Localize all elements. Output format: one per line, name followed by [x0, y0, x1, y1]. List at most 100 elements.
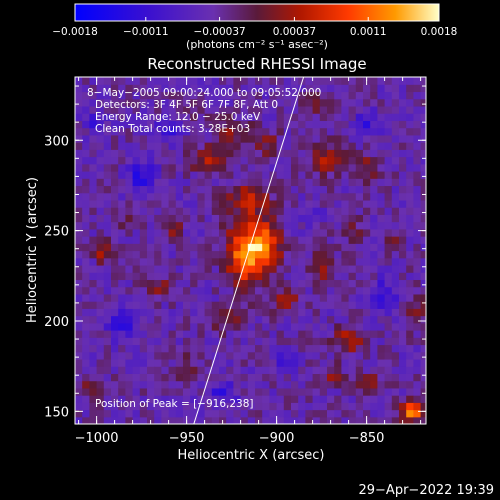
heatmap-cell: [233, 91, 242, 100]
heatmap-cell: [233, 170, 242, 179]
heatmap-cell: [111, 380, 119, 389]
heatmap-cell: [391, 142, 400, 150]
heatmap-cell: [406, 178, 414, 187]
heatmap-cell: [111, 228, 119, 237]
heatmap-cell: [327, 84, 335, 93]
heatmap-cell: [219, 178, 227, 187]
heatmap-cell: [399, 156, 407, 165]
heatmap-cell: [391, 77, 400, 85]
heatmap-cell: [406, 77, 414, 85]
heatmap-cell: [226, 250, 234, 259]
heatmap-cell: [341, 199, 350, 208]
heatmap-cell: [175, 127, 184, 136]
heatmap-cell: [283, 142, 292, 150]
heatmap-cell: [406, 272, 414, 281]
heatmap-cell: [139, 387, 148, 396]
heatmap-cell: [111, 84, 119, 93]
heatmap-cell: [269, 214, 278, 223]
heatmap-cell: [125, 395, 134, 403]
heatmap-cell: [82, 286, 90, 295]
heatmap-cell: [147, 185, 155, 194]
heatmap-cell: [391, 344, 400, 353]
heatmap-cell: [75, 214, 83, 223]
heatmap-cell: [147, 315, 155, 324]
heatmap-cell: [154, 192, 162, 201]
heatmap-cell: [319, 207, 328, 215]
heatmap-cell: [175, 120, 184, 129]
heatmap-cell: [89, 402, 98, 411]
heatmap-cell: [125, 84, 134, 93]
heatmap-cell: [269, 134, 278, 143]
annotation-detectors: Detectors: 3F 4F 5F 6F 7F 8F, Att 0: [95, 99, 278, 111]
heatmap-cell: [226, 279, 234, 288]
heatmap-cell: [233, 257, 242, 266]
heatmap-cell: [334, 91, 342, 100]
heatmap-cell: [355, 301, 364, 309]
heatmap-cell: [298, 214, 306, 223]
heatmap-cell: [283, 272, 292, 281]
heatmap-cell: [96, 337, 105, 346]
heatmap-cell: [161, 366, 170, 374]
heatmap-cell: [168, 113, 177, 121]
heatmap-cell: [82, 257, 90, 266]
heatmap-cell: [233, 142, 242, 150]
heatmap-cell: [269, 236, 278, 244]
heatmap-cell: [327, 344, 335, 353]
heatmap-cell: [190, 170, 198, 179]
heatmap-cell: [276, 344, 285, 353]
heatmap-cell: [75, 192, 83, 201]
heatmap-cell: [204, 214, 213, 223]
heatmap-cell: [132, 214, 141, 223]
heatmap-cell: [204, 344, 213, 353]
heatmap-cell: [125, 301, 134, 309]
heatmap-cell: [175, 351, 184, 360]
heatmap-cell: [327, 185, 335, 194]
heatmap-cell: [240, 77, 249, 85]
heatmap-cell: [312, 149, 321, 158]
heatmap-cell: [211, 373, 220, 382]
heatmap-cell: [255, 366, 263, 374]
heatmap-cell: [312, 293, 321, 302]
heatmap-cell: [348, 149, 357, 158]
heatmap-cell: [283, 257, 292, 266]
heatmap-cell: [154, 236, 162, 244]
heatmap-cell: [175, 236, 184, 244]
heatmap-cell: [111, 170, 119, 179]
heatmap-cell: [161, 84, 170, 93]
heatmap-cell: [283, 127, 292, 136]
heatmap-cell: [139, 395, 148, 403]
heatmap-cell: [312, 91, 321, 100]
heatmap-cell: [175, 250, 184, 259]
heatmap-cell: [298, 207, 306, 215]
heatmap-cell: [247, 156, 256, 165]
heatmap-cell: [413, 98, 422, 107]
heatmap-cell: [132, 163, 141, 172]
heatmap-cell: [211, 221, 220, 230]
heatmap-cell: [298, 228, 306, 237]
heatmap-cell: [305, 236, 314, 244]
heatmap-cell: [233, 279, 242, 288]
heatmap-cell: [233, 366, 242, 374]
heatmap-cell: [420, 163, 426, 172]
heatmap-cell: [298, 91, 306, 100]
heatmap-cell: [291, 257, 299, 266]
heatmap-cell: [384, 286, 393, 295]
heatmap-cell: [161, 395, 170, 403]
heatmap-cell: [89, 358, 98, 367]
heatmap-cell: [204, 395, 213, 403]
heatmap-cell: [226, 243, 234, 252]
heatmap-cell: [312, 77, 321, 85]
heatmap-cell: [255, 315, 263, 324]
heatmap-cell: [233, 199, 242, 208]
heatmap-cell: [132, 149, 141, 158]
heatmap-cell: [118, 315, 126, 324]
heatmap-cell: [190, 192, 198, 201]
heatmap-cell: [89, 228, 98, 237]
heatmap-cell: [161, 120, 170, 129]
heatmap-cell: [262, 243, 270, 252]
heatmap-cell: [391, 416, 400, 424]
heatmap-cell: [175, 293, 184, 302]
heatmap-cell: [305, 91, 314, 100]
heatmap-cell: [413, 207, 422, 215]
